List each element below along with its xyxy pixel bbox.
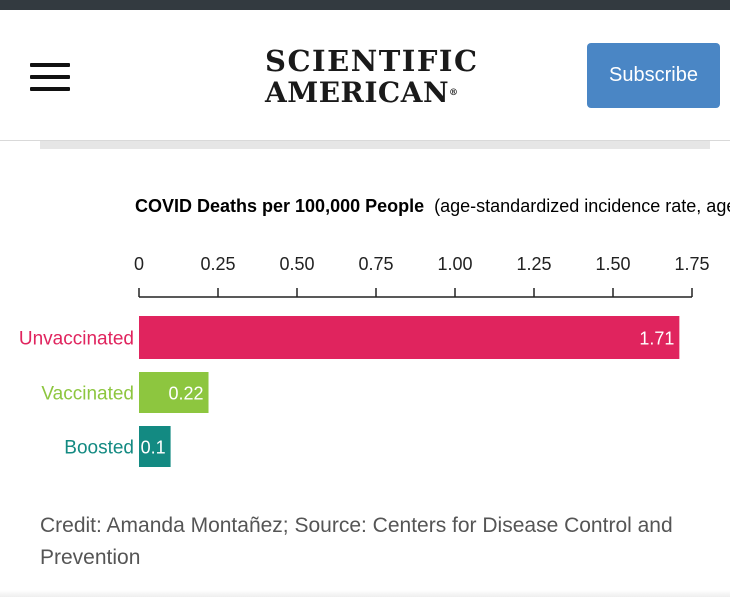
x-tick-label: 0.50 xyxy=(279,254,314,274)
x-tick-label: 1.50 xyxy=(595,254,630,274)
x-tick-label: 0.25 xyxy=(200,254,235,274)
chart-figure: COVID Deaths per 100,000 People (age-sta… xyxy=(0,150,730,495)
bar-vaccinated xyxy=(139,372,209,413)
site-logo[interactable]: SCIENTIFIC AMERICAN® xyxy=(265,45,490,109)
chart-subtitle: (age-standardized incidence rate, age 12… xyxy=(434,196,730,216)
hamburger-menu-icon[interactable] xyxy=(30,63,70,91)
x-axis: 0 0.25 0.50 0.75 1.00 1.25 1.50 1.75 xyxy=(134,254,710,298)
x-tick-label: 0 xyxy=(134,254,144,274)
x-tick-label: 1.00 xyxy=(437,254,472,274)
category-label: Vaccinated xyxy=(41,384,134,405)
bottom-edge xyxy=(0,590,730,597)
data-label: 0.22 xyxy=(168,384,203,404)
menu-line xyxy=(30,87,70,91)
bar-unvaccinated xyxy=(139,316,680,359)
registered-mark: ® xyxy=(449,88,459,98)
site-header: SCIENTIFIC AMERICAN® Subscribe xyxy=(0,10,730,141)
top-bar xyxy=(0,0,730,10)
subscribe-button[interactable]: Subscribe xyxy=(587,43,720,108)
data-label: 1.71 xyxy=(639,329,674,349)
x-tick-label: 1.75 xyxy=(674,254,709,274)
bars: Unvaccinated 1.71 Vaccinated 0.22 Boosted 0.1 xyxy=(19,316,680,467)
category-label: Boosted xyxy=(64,438,134,459)
bar-boosted xyxy=(139,426,171,467)
logo-line-2: AMERICAN® xyxy=(265,77,490,109)
data-label: 0.1 xyxy=(141,438,166,458)
logo-line-1: SCIENTIFIC xyxy=(265,44,479,78)
menu-line xyxy=(30,63,70,67)
figure-caption: Credit: Amanda Montañez; Source: Centers… xyxy=(40,514,673,569)
category-label: Unvaccinated xyxy=(19,329,134,350)
bar-chart: COVID Deaths per 100,000 People (age-sta… xyxy=(19,196,730,467)
chart-title-row: COVID Deaths per 100,000 People (age-sta… xyxy=(135,196,730,216)
x-tick-label: 0.75 xyxy=(358,254,393,274)
logo-line-2-text: AMERICAN xyxy=(265,76,450,109)
menu-line xyxy=(30,75,70,79)
chart-title: COVID Deaths per 100,000 People xyxy=(135,196,424,216)
content-divider xyxy=(40,141,710,149)
x-tick-label: 1.25 xyxy=(516,254,551,274)
